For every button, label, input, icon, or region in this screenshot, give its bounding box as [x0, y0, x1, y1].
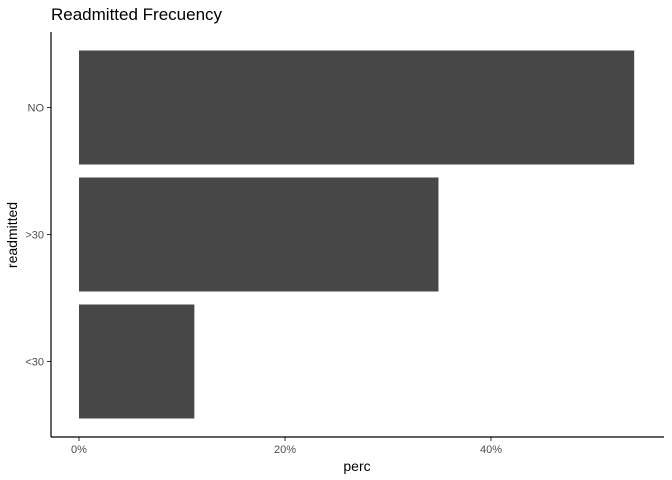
y-tick-label: NO: [28, 103, 45, 115]
x-axis-ticks: 0% 20% 40%: [71, 437, 502, 456]
x-axis-title: perc: [343, 458, 370, 474]
chart-title: Readmitted Frecuency: [51, 5, 223, 24]
bar-1: [79, 177, 439, 292]
x-tick-label: 0%: [71, 444, 87, 456]
y-tick-label: <30: [25, 357, 44, 369]
bar-2: [79, 304, 195, 419]
y-tick-label: >30: [25, 230, 44, 242]
x-tick-label: 40%: [480, 444, 502, 456]
bars-group: [79, 50, 635, 419]
x-tick-label: 20%: [274, 444, 296, 456]
bar-0: [79, 50, 635, 165]
y-axis-title: readmitted: [4, 202, 20, 268]
y-axis-ticks: NO >30 <30: [25, 103, 51, 369]
